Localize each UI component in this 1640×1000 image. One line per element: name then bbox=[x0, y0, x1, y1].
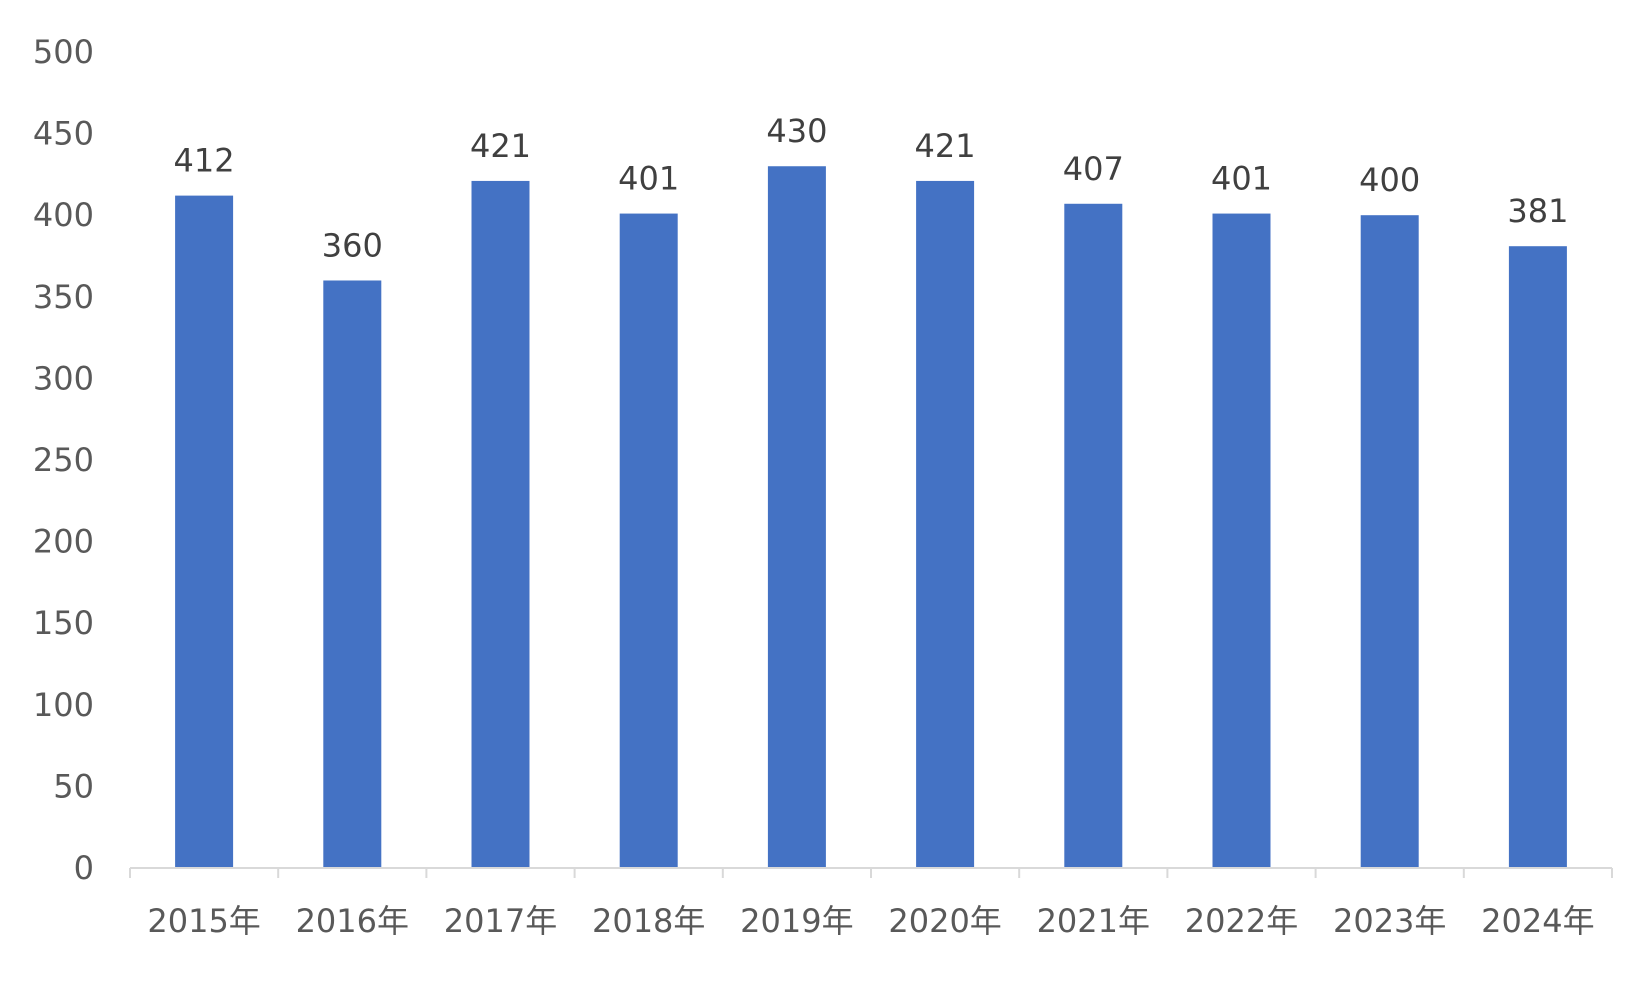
y-tick-label: 150 bbox=[33, 604, 94, 642]
bar bbox=[175, 195, 234, 869]
x-category-label: 2024年 bbox=[1481, 902, 1594, 940]
x-category-label: 2016年 bbox=[296, 902, 409, 940]
x-category-label: 2015年 bbox=[147, 902, 260, 940]
x-category-label: 2018年 bbox=[592, 902, 705, 940]
x-category-label: 2022年 bbox=[1185, 902, 1298, 940]
y-tick-label: 500 bbox=[33, 33, 94, 71]
y-tick-label: 0 bbox=[74, 849, 94, 887]
y-tick-label: 450 bbox=[33, 115, 94, 153]
x-category-label: 2020年 bbox=[888, 902, 1001, 940]
bar bbox=[1064, 203, 1123, 868]
bar-data-label: 430 bbox=[766, 112, 827, 150]
bar-data-label: 421 bbox=[915, 127, 976, 165]
y-tick-label: 400 bbox=[33, 196, 94, 234]
x-category-label: 2021年 bbox=[1037, 902, 1150, 940]
data-labels-group: 412 360 421 401 430 421 407 401 400 381 bbox=[174, 112, 1569, 264]
bar bbox=[323, 280, 382, 869]
bar bbox=[619, 213, 678, 868]
x-category-label: 2023年 bbox=[1333, 902, 1446, 940]
y-tick-label: 100 bbox=[33, 686, 94, 724]
bar bbox=[1508, 246, 1567, 868]
y-tick-label: 300 bbox=[33, 359, 94, 397]
bar bbox=[916, 180, 975, 869]
y-axis-tick-labels: 0 50 100 150 200 250 300 350 400 450 500 bbox=[33, 33, 94, 887]
bar-data-label: 360 bbox=[322, 226, 383, 264]
bar bbox=[471, 180, 530, 869]
bar-data-label: 401 bbox=[1211, 160, 1272, 198]
bar-data-label: 381 bbox=[1507, 192, 1568, 230]
bar-data-label: 421 bbox=[470, 127, 531, 165]
bar-data-label: 412 bbox=[174, 142, 235, 180]
y-tick-label: 200 bbox=[33, 523, 94, 561]
bar bbox=[767, 166, 826, 869]
bar-data-label: 400 bbox=[1359, 161, 1420, 199]
bar-data-label: 401 bbox=[618, 160, 679, 198]
x-category-label: 2019年 bbox=[740, 902, 853, 940]
bars-group bbox=[175, 166, 1567, 869]
bar bbox=[1360, 215, 1419, 868]
bar-data-label: 407 bbox=[1063, 150, 1124, 188]
x-axis bbox=[129, 867, 1613, 878]
y-tick-label: 250 bbox=[33, 441, 94, 479]
x-axis-category-labels: 2015年 2016年 2017年 2018年 2019年 2020年 2021年 2022年… bbox=[147, 902, 1594, 940]
bar bbox=[1212, 213, 1271, 868]
x-category-label: 2017年 bbox=[444, 902, 557, 940]
y-tick-label: 350 bbox=[33, 278, 94, 316]
y-tick-label: 50 bbox=[53, 767, 94, 805]
